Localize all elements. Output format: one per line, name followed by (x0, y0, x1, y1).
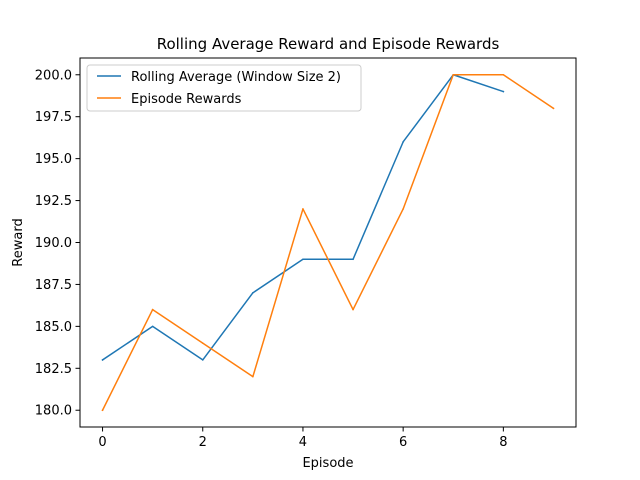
data-point-episode-rewards (151, 308, 154, 311)
y-axis-label: Reward (11, 218, 26, 266)
y-tick-label: 195.0 (35, 152, 72, 167)
data-point-episode-rewards (352, 308, 354, 311)
legend-label-rolling-average: Rolling Average (Window Size 2) (131, 70, 341, 85)
legend: Rolling Average (Window Size 2) Episode … (86, 64, 362, 112)
y-tick-label: 197.5 (35, 110, 72, 125)
x-tick-label: 0 (98, 435, 106, 450)
data-point-episode-rewards (452, 73, 455, 76)
y-tick-label: 182.5 (35, 362, 72, 377)
data-point-rolling-average-window-size-2 (402, 141, 404, 143)
x-tick-label: 4 (299, 435, 307, 450)
data-point-episode-rewards (552, 107, 555, 110)
x-axis-label: Episode (302, 456, 353, 471)
series-layer (101, 73, 555, 412)
data-point-episode-rewards (252, 375, 254, 378)
chart-title: Rolling Average Reward and Episode Rewar… (157, 35, 500, 53)
plot-frame (79, 57, 577, 428)
data-point-rolling-average-window-size-2 (252, 292, 254, 294)
y-tick-label: 192.5 (35, 194, 72, 209)
data-point-episode-rewards (402, 208, 404, 210)
data-point-episode-rewards (302, 208, 304, 210)
x-tick-label: 2 (199, 435, 207, 450)
data-point-rolling-average-window-size-2 (502, 90, 505, 93)
y-tick-label: 185.0 (35, 320, 72, 335)
y-tick-label: 200.0 (35, 68, 72, 83)
y-tick-label: 187.5 (35, 278, 72, 293)
y-tick-label: 180.0 (35, 404, 72, 419)
x-tick-label: 6 (399, 435, 407, 450)
data-point-episode-rewards (201, 342, 204, 344)
y-tick-label: 190.0 (35, 236, 72, 251)
legend-box (86, 64, 362, 112)
x-tick-label: 8 (499, 435, 507, 450)
data-point-rolling-average-window-size-2 (201, 359, 204, 361)
data-point-rolling-average-window-size-2 (352, 258, 354, 261)
data-point-episode-rewards (101, 409, 104, 412)
legend-label-episode-rewards: Episode Rewards (131, 92, 242, 107)
data-point-episode-rewards (502, 73, 505, 76)
series-line-episode-rewards (101, 74, 555, 412)
data-point-rolling-average-window-size-2 (302, 258, 304, 261)
ticks-layer: 0 2 4 6 8 180.0 182.5 185.0 187.5 190.0 192.5 195.0… (35, 68, 508, 450)
data-point-rolling-average-window-size-2 (151, 325, 154, 328)
data-point-rolling-average-window-size-2 (101, 359, 104, 361)
